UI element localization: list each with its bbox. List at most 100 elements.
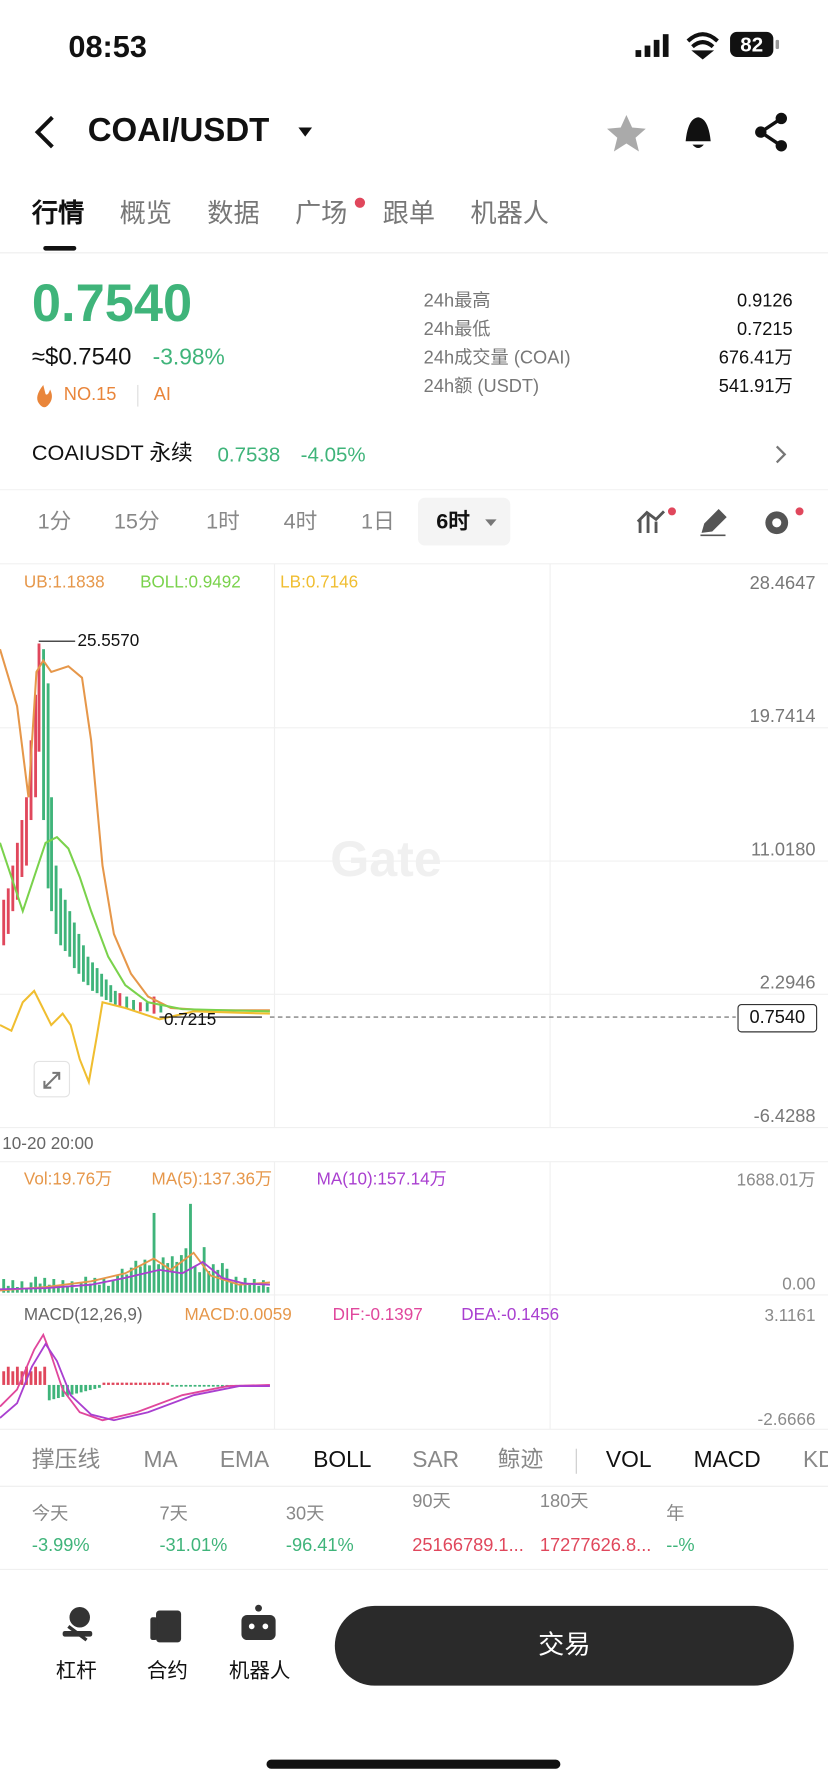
period-value: 17277626.8... (539, 1536, 652, 1556)
indicator-button[interactable] (636, 510, 666, 534)
volume-bar (148, 1265, 151, 1293)
back-button[interactable] (34, 115, 54, 149)
usd-price: ≈$0.7540 (31, 343, 132, 371)
candle (46, 683, 50, 889)
draw-button[interactable] (700, 509, 727, 537)
macd-axis-bottom: -2.6666 (757, 1409, 816, 1430)
volume-bar (211, 1264, 215, 1293)
indicator-tab[interactable]: EMA (219, 1447, 270, 1473)
stat-value: 0.9126 (736, 291, 793, 311)
timeframe[interactable]: 1时 (206, 510, 240, 535)
indicator-tab[interactable]: BOLL (313, 1447, 372, 1473)
stat-label: 24h成交量 (COAI) (423, 348, 571, 368)
candle (20, 820, 24, 877)
candle (109, 985, 113, 1003)
candle (82, 945, 85, 982)
indicator-tab[interactable]: VOL (605, 1447, 652, 1473)
candle (159, 1004, 163, 1013)
indicator-tab[interactable]: 撑压线 (31, 1447, 101, 1473)
volume-bar (11, 1280, 15, 1293)
period-label: 180天 (539, 1491, 589, 1512)
macd-bar (129, 1382, 133, 1385)
boll-lower-line (0, 989, 270, 1086)
candle (91, 962, 94, 991)
tab[interactable]: 概览 (119, 198, 172, 228)
macd-bar (216, 1384, 220, 1387)
indicator-tab[interactable]: MACD (693, 1447, 761, 1473)
timeframe-selected-bg (417, 497, 511, 546)
perp-name[interactable]: COAIUSDT 永续 (31, 441, 193, 466)
volume-bar (248, 1284, 252, 1293)
tab[interactable]: 行情 (31, 198, 85, 228)
macd-bar (152, 1382, 156, 1385)
candle (145, 1002, 149, 1012)
volume-bar (116, 1275, 120, 1293)
candle (138, 1002, 142, 1012)
period-label: 30天 (285, 1504, 325, 1524)
trade-label[interactable]: 交易 (538, 1629, 591, 1660)
timeframe-dropdown[interactable] (485, 519, 497, 527)
margin-icon[interactable] (62, 1607, 93, 1642)
candle (118, 993, 122, 1007)
candle (104, 979, 108, 1000)
vol-label: Vol:19.76万 (23, 1169, 113, 1190)
settings-hole (772, 518, 782, 528)
candle (72, 922, 76, 969)
pair-title[interactable]: COAI/USDT (87, 112, 270, 150)
badge-dot (354, 197, 366, 208)
vol-axis-top: 1688.01万 (736, 1170, 816, 1191)
dea-value: DEA:-0.1456 (461, 1305, 560, 1325)
badge-dot (667, 507, 676, 516)
macd-bar (193, 1384, 197, 1387)
tab[interactable]: 广场 (294, 198, 348, 228)
timeframe[interactable]: 1分 (37, 510, 72, 535)
action-label[interactable]: 机器人 (228, 1659, 291, 1683)
candle (25, 797, 28, 866)
volume-bar (93, 1277, 97, 1293)
macd-bar (175, 1384, 179, 1387)
macd-bar (179, 1384, 183, 1387)
period-value: -96.41% (285, 1536, 354, 1556)
favorite-button[interactable] (607, 115, 646, 152)
macd-bar (107, 1382, 110, 1385)
timeframe[interactable]: 4时 (283, 510, 318, 535)
volume-bar (230, 1282, 233, 1293)
futures-icon[interactable] (150, 1610, 182, 1643)
indicator-tab[interactable]: KD (802, 1447, 828, 1473)
timeframe[interactable]: 15分 (113, 510, 160, 535)
bot-icon[interactable] (241, 1604, 276, 1641)
timeframe[interactable]: 1日 (361, 510, 395, 535)
high-label: 25.5570 (77, 630, 140, 651)
trade-button[interactable] (334, 1605, 794, 1686)
low-label: 0.7215 (164, 1010, 217, 1030)
pair-dropdown[interactable] (298, 127, 313, 137)
timeframe[interactable]: 6时 (436, 510, 470, 535)
action-label[interactable]: 杠杆 (55, 1659, 97, 1683)
stat-label: 24h额 (USDT) (423, 376, 540, 397)
share-button[interactable] (755, 112, 788, 152)
macd-bar (29, 1371, 33, 1385)
candle (11, 865, 15, 912)
action-label[interactable]: 合约 (146, 1659, 188, 1683)
indicator-tab[interactable]: SAR (412, 1447, 460, 1473)
tab[interactable]: 数据 (207, 198, 260, 228)
volume-bar (138, 1266, 142, 1293)
indicator-tab[interactable]: 鲸迹 (497, 1447, 544, 1473)
chevron[interactable] (775, 445, 787, 464)
home-indicator (266, 1759, 561, 1769)
volume-bar (143, 1259, 147, 1293)
candle (6, 888, 10, 934)
macd-bar (79, 1384, 83, 1393)
stat-value: 676.41万 (718, 348, 793, 368)
period-value: -31.01% (159, 1536, 228, 1556)
macd-bar (56, 1384, 60, 1399)
macd-bar (148, 1382, 151, 1385)
tab[interactable]: 机器人 (470, 198, 549, 228)
indicator-tab[interactable]: MA (143, 1447, 178, 1473)
volume-bar (79, 1282, 83, 1293)
volume-bar (129, 1267, 133, 1293)
tab[interactable]: 跟单 (382, 198, 436, 228)
dif-line (0, 1332, 270, 1422)
alert-button[interactable] (685, 117, 711, 149)
